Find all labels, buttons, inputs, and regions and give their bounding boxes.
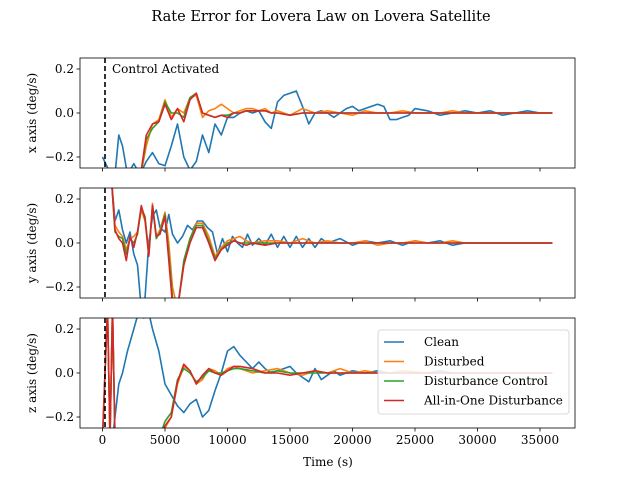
panels: −0.2 0.0 0.2 x axis (deg/s) Control Activate… bbox=[25, 57, 576, 447]
axes-frame bbox=[79, 317, 576, 429]
y-tick-label: −0.2 bbox=[45, 150, 74, 164]
annotation: Control Activated bbox=[112, 62, 219, 76]
axes-frame bbox=[79, 187, 576, 299]
y-tick-label: 0.0 bbox=[55, 106, 74, 120]
y-tick-label: 0.0 bbox=[55, 236, 74, 250]
panel-2: −0.2 0.0 0.2 y axis (deg/s) bbox=[25, 187, 576, 302]
series-line-disturbed bbox=[141, 94, 553, 168]
y-tick-label: 0.0 bbox=[55, 366, 74, 380]
legend-item: Clean bbox=[384, 335, 459, 349]
legend-item: Disturbed bbox=[384, 355, 485, 369]
legend-item: All-in-One Disturbance bbox=[384, 394, 563, 408]
chart-title: Rate Error for Lovera Law on Lovera Sate… bbox=[151, 9, 490, 25]
series-line-all-in-one-disturbance bbox=[140, 92, 553, 168]
legend-label: Disturbance Control bbox=[424, 374, 548, 388]
series-line-clean bbox=[101, 90, 553, 168]
x-tick-label: 30000 bbox=[458, 433, 496, 447]
y-tick-label: 0.2 bbox=[55, 322, 74, 336]
y-axis-label: z axis (deg/s) bbox=[25, 333, 39, 413]
x-tick-label: 5000 bbox=[150, 433, 181, 447]
series-line-disturbance-control bbox=[140, 92, 553, 168]
panel-1: −0.2 0.0 0.2 x axis (deg/s) Control Activate… bbox=[25, 57, 576, 172]
x-tick-label: 20000 bbox=[333, 433, 371, 447]
x-axis-label: Time (s) bbox=[303, 455, 353, 469]
y-tick-label: 0.2 bbox=[55, 62, 74, 76]
series-group bbox=[101, 90, 553, 168]
y-tick-label: −0.2 bbox=[45, 410, 74, 424]
legend-label: Disturbed bbox=[424, 355, 485, 369]
legend-label: All-in-One Disturbance bbox=[423, 394, 563, 408]
axes-frame bbox=[79, 57, 576, 169]
legend-box bbox=[377, 329, 570, 415]
legend-item: Disturbance Control bbox=[384, 374, 548, 388]
y-tick-label: −0.2 bbox=[45, 280, 74, 294]
x-tick-label: 10000 bbox=[208, 433, 246, 447]
x-tick-label: 35000 bbox=[521, 433, 559, 447]
y-axis-label: y axis (deg/s) bbox=[25, 203, 39, 284]
legend: Clean Disturbed Disturbance Control All-in-… bbox=[377, 329, 570, 415]
x-tick-label: 0 bbox=[99, 433, 107, 447]
legend-label: Clean bbox=[424, 335, 459, 349]
x-tick-label: 15000 bbox=[271, 433, 309, 447]
series-line-all-in-one-disturbance bbox=[111, 188, 553, 298]
series-group bbox=[111, 188, 553, 298]
y-tick-label: 0.2 bbox=[55, 192, 74, 206]
x-tick-label: 25000 bbox=[396, 433, 434, 447]
y-axis-label: x axis (deg/s) bbox=[25, 73, 39, 153]
